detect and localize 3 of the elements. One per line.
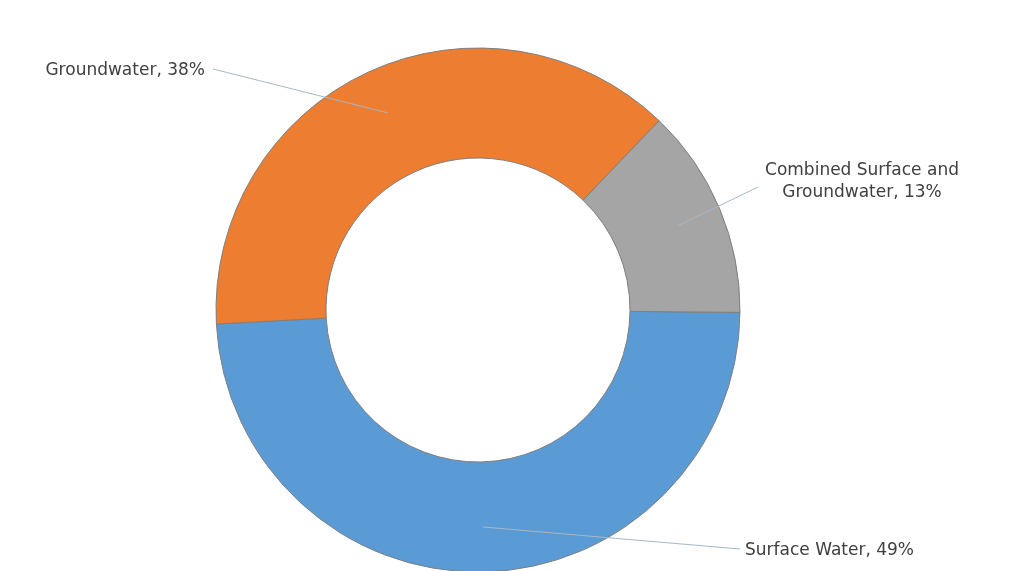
- slice-label: Groundwater, 38%: [45, 59, 205, 79]
- slice-label: Combined Surface and Groundwater, 13%: [765, 159, 959, 201]
- slice-label: Surface Water, 49%: [745, 539, 915, 559]
